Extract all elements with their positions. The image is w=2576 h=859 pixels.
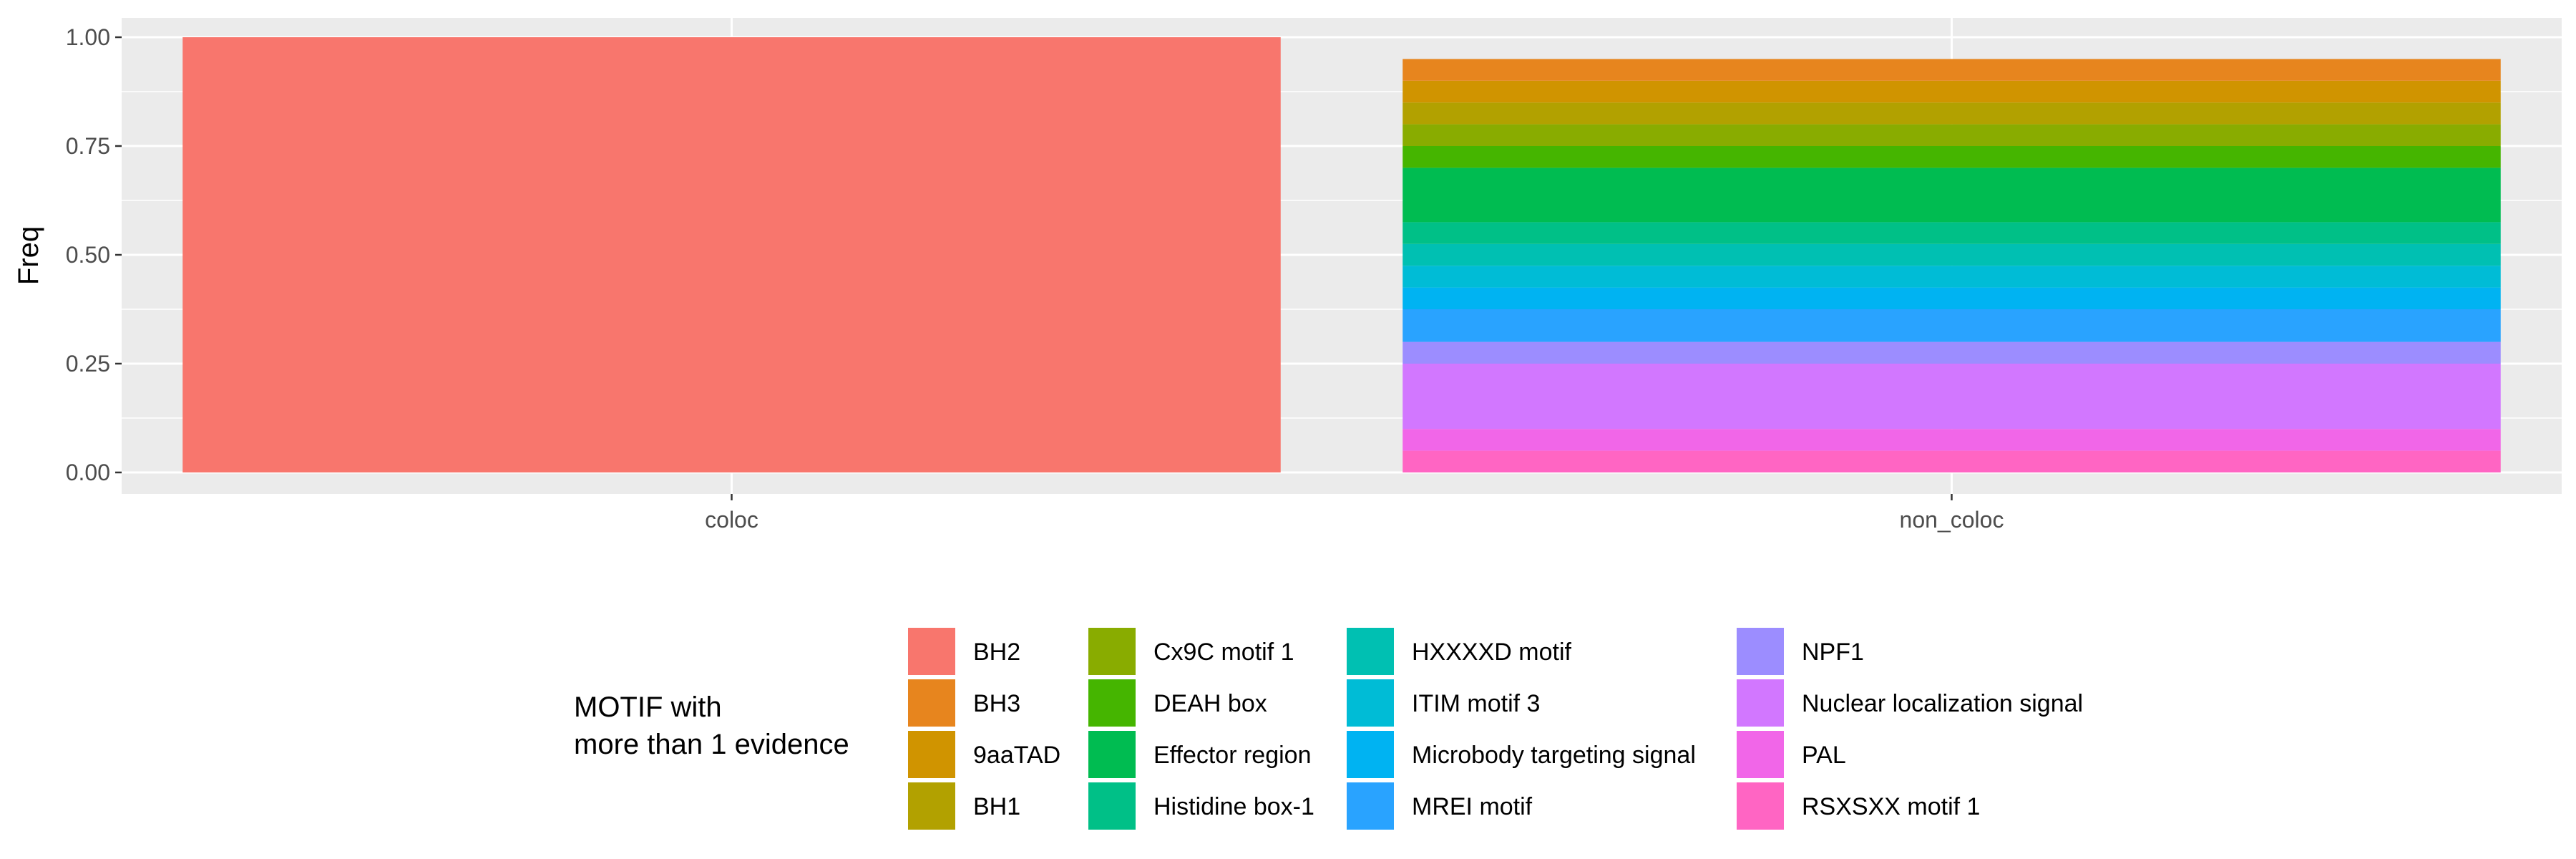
legend-label: Histidine box-1	[1153, 793, 1314, 820]
legend-label: ITIM motif 3	[1412, 690, 1540, 717]
legend-label: RSXSXX motif 1	[1802, 793, 1980, 820]
y-axis: 0.00 0.25 0.50 0.75 1.00	[66, 24, 122, 485]
legend-label: BH2	[973, 639, 1020, 666]
legend-label: MREI motif	[1412, 793, 1533, 820]
bar-segment-coloc-bh2	[182, 37, 1281, 472]
y-tick-label: 1.00	[66, 24, 110, 50]
legend-key	[908, 679, 955, 727]
legend: MOTIF with more than 1 evidence BH2 BH3 9a…	[574, 628, 2083, 830]
legend-key	[908, 782, 955, 830]
bar-segment-non_coloc-9aatad	[1402, 80, 2501, 103]
legend-items: BH2 BH3 9aaTAD BH1 Cx9C motif 1 DEAH box Effec…	[908, 628, 2083, 830]
bar-segment-non_coloc-rsxsxx-motif-1	[1402, 450, 2501, 472]
y-tick-label: 0.75	[66, 133, 110, 159]
y-tick-label: 0.25	[66, 351, 110, 377]
legend-key	[1088, 679, 1136, 727]
legend-label: BH3	[973, 690, 1020, 717]
legend-key	[1737, 782, 1784, 830]
legend-label: HXXXXD motif	[1412, 639, 1571, 666]
legend-label: Microbody targeting signal	[1412, 742, 1696, 769]
legend-key	[1347, 731, 1394, 778]
bar-segment-non_coloc-deah-box	[1402, 146, 2501, 168]
legend-key	[1347, 679, 1394, 727]
bar-segment-non_coloc-bh3	[1402, 59, 2501, 81]
legend-title-line-2: more than 1 evidence	[574, 729, 849, 760]
bar-segment-non_coloc-bh1	[1402, 102, 2501, 125]
x-axis: coloc non_coloc	[705, 494, 2004, 533]
legend-key	[1088, 731, 1136, 778]
bar-segment-non_coloc-cx9c-motif-1	[1402, 124, 2501, 146]
legend-label: Cx9C motif 1	[1153, 639, 1294, 666]
legend-key	[1737, 679, 1784, 727]
y-tick-label: 0.50	[66, 242, 110, 268]
bars	[182, 37, 2501, 472]
y-tick-label: 0.00	[66, 460, 110, 485]
legend-key	[908, 731, 955, 778]
legend-label: NPF1	[1802, 639, 1864, 666]
legend-label: PAL	[1802, 742, 1846, 769]
x-tick-label-non_coloc: non_coloc	[1900, 507, 2004, 533]
y-axis-title: Freq	[13, 226, 44, 285]
bar-segment-non_coloc-effector-region	[1402, 168, 2501, 223]
x-tick-label-coloc: coloc	[705, 507, 758, 533]
bar-segment-non_coloc-mrei-motif	[1402, 309, 2501, 342]
bar-segment-non_coloc-histidine-box-1	[1402, 222, 2501, 244]
legend-label: DEAH box	[1153, 690, 1267, 717]
legend-label: Effector region	[1153, 742, 1312, 769]
legend-key	[1347, 628, 1394, 675]
bar-segment-non_coloc-microbody-targeting-signal	[1402, 287, 2501, 309]
legend-key	[1737, 628, 1784, 675]
bar-segment-non_coloc-itim-motif-3	[1402, 266, 2501, 288]
legend-label: 9aaTAD	[973, 742, 1060, 769]
bar-segment-non_coloc-hxxxxd-motif	[1402, 243, 2501, 266]
legend-key	[908, 628, 955, 675]
bar-segment-non_coloc-npf1	[1402, 341, 2501, 364]
legend-label: BH1	[973, 793, 1020, 820]
legend-key	[1347, 782, 1394, 830]
legend-key	[1088, 628, 1136, 675]
legend-key	[1737, 731, 1784, 778]
legend-label: Nuclear localization signal	[1802, 690, 2083, 717]
bar-segment-non_coloc-nuclear-localization-signal	[1402, 364, 2501, 430]
legend-title-line-1: MOTIF with	[574, 691, 722, 723]
legend-key	[1088, 782, 1136, 830]
bar-segment-non_coloc-pal	[1402, 429, 2501, 451]
